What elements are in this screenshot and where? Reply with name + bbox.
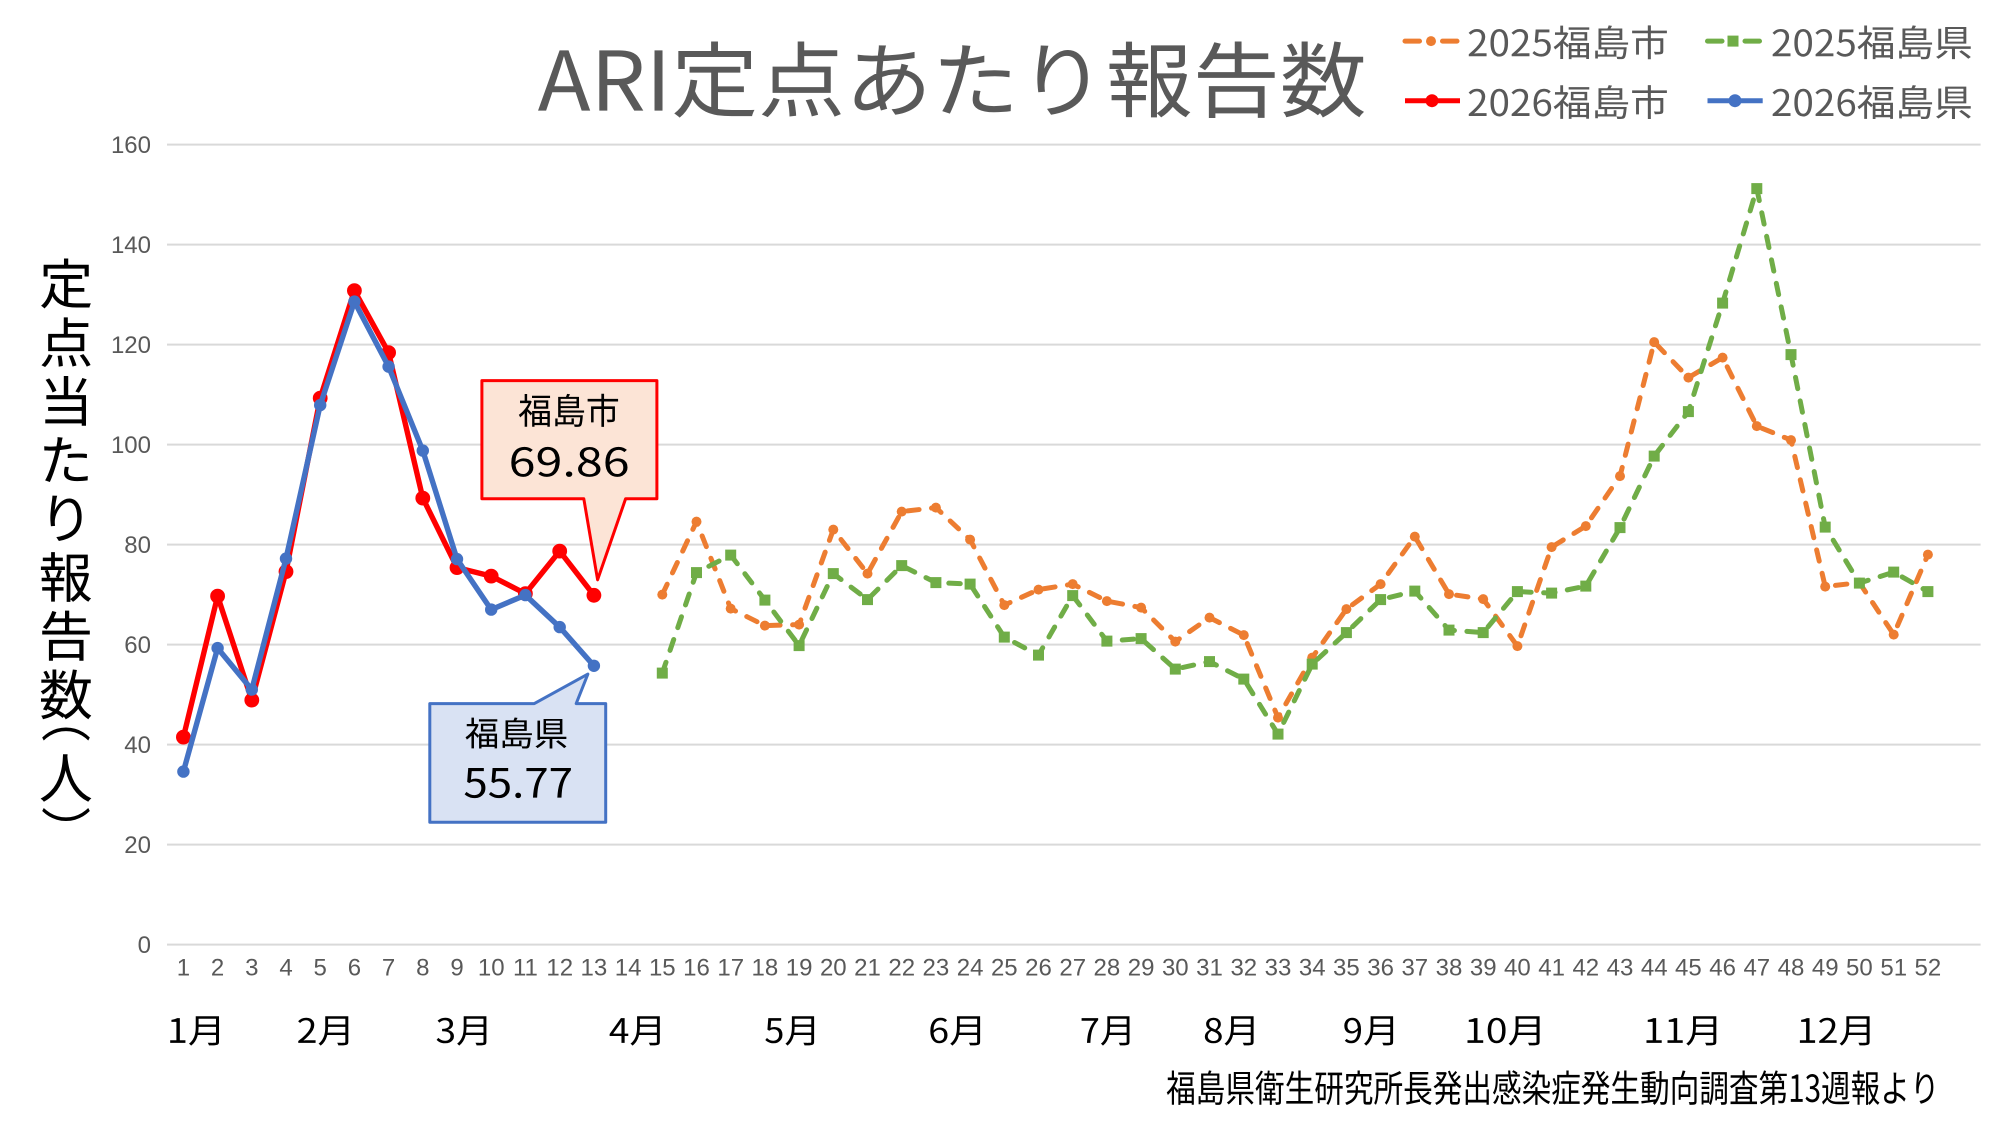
svg-text:11: 11 (513, 955, 538, 982)
svg-text:44: 44 (1641, 955, 1668, 982)
svg-text:7: 7 (382, 955, 395, 982)
svg-text:8: 8 (416, 955, 429, 982)
svg-text:160: 160 (111, 132, 151, 159)
svg-text:47: 47 (1743, 955, 1770, 982)
svg-text:18: 18 (752, 955, 779, 982)
svg-text:42: 42 (1572, 955, 1599, 982)
svg-text:38: 38 (1436, 955, 1463, 982)
svg-text:33: 33 (1265, 955, 1292, 982)
svg-text:41: 41 (1538, 955, 1565, 982)
svg-text:50: 50 (1846, 955, 1873, 982)
svg-text:19: 19 (786, 955, 813, 982)
svg-text:34: 34 (1299, 955, 1326, 982)
svg-text:80: 80 (124, 532, 151, 559)
svg-text:13: 13 (581, 955, 608, 982)
svg-text:20: 20 (124, 832, 151, 859)
svg-text:32: 32 (1230, 955, 1257, 982)
svg-text:39: 39 (1470, 955, 1497, 982)
svg-text:9: 9 (450, 955, 463, 982)
svg-text:3: 3 (245, 955, 258, 982)
svg-text:28: 28 (1094, 955, 1121, 982)
svg-text:100: 100 (111, 432, 151, 459)
svg-text:16: 16 (683, 955, 710, 982)
svg-text:22: 22 (888, 955, 915, 982)
svg-text:0: 0 (138, 932, 151, 959)
svg-text:30: 30 (1162, 955, 1189, 982)
svg-text:27: 27 (1059, 955, 1086, 982)
svg-text:2: 2 (211, 955, 224, 982)
svg-text:31: 31 (1196, 955, 1223, 982)
svg-text:43: 43 (1607, 955, 1634, 982)
svg-text:6: 6 (348, 955, 361, 982)
svg-text:51: 51 (1880, 955, 1907, 982)
svg-text:48: 48 (1778, 955, 1805, 982)
svg-text:120: 120 (111, 332, 151, 359)
svg-text:40: 40 (1504, 955, 1531, 982)
svg-text:5: 5 (314, 955, 327, 982)
svg-text:26: 26 (1025, 955, 1052, 982)
svg-text:14: 14 (615, 955, 642, 982)
svg-text:140: 140 (111, 232, 151, 259)
svg-text:45: 45 (1675, 955, 1702, 982)
svg-text:23: 23 (923, 955, 950, 982)
svg-text:25: 25 (991, 955, 1018, 982)
svg-text:37: 37 (1401, 955, 1428, 982)
svg-text:49: 49 (1812, 955, 1839, 982)
svg-text:36: 36 (1367, 955, 1394, 982)
svg-text:20: 20 (820, 955, 847, 982)
svg-text:21: 21 (854, 955, 881, 982)
svg-text:24: 24 (957, 955, 984, 982)
svg-text:35: 35 (1333, 955, 1360, 982)
svg-text:17: 17 (717, 955, 744, 982)
svg-text:46: 46 (1709, 955, 1736, 982)
svg-text:4: 4 (279, 955, 292, 982)
svg-text:60: 60 (124, 632, 151, 659)
svg-text:15: 15 (649, 955, 676, 982)
svg-text:40: 40 (124, 732, 151, 759)
svg-text:10: 10 (478, 955, 505, 982)
svg-text:29: 29 (1128, 955, 1155, 982)
svg-text:52: 52 (1915, 955, 1942, 982)
svg-text:1: 1 (177, 955, 190, 982)
svg-text:12: 12 (546, 955, 573, 982)
